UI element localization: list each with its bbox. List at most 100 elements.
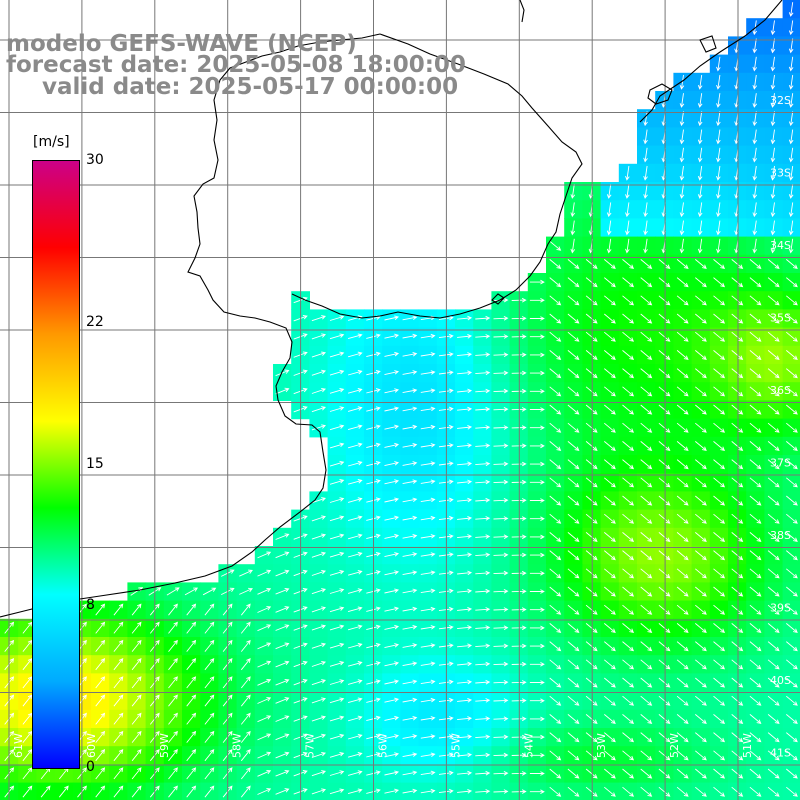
wind-arrow xyxy=(549,786,562,797)
wind-arrow xyxy=(640,750,653,761)
wind-arrow xyxy=(716,165,721,181)
wind-cell xyxy=(782,655,800,674)
lon-label: 58W xyxy=(231,733,244,758)
lat-label: 34S xyxy=(770,239,791,252)
wind-arrow xyxy=(786,623,798,634)
wind-arrow xyxy=(420,643,436,648)
wind-cell xyxy=(618,782,638,800)
wind-arrow xyxy=(493,588,509,594)
wind-arrow xyxy=(604,368,616,379)
wind-arrow xyxy=(402,624,418,630)
wind-arrow xyxy=(329,333,345,340)
wind-cell xyxy=(746,782,765,800)
wind-arrow xyxy=(604,568,616,579)
wind-arrow xyxy=(420,443,436,448)
wind-arrow xyxy=(658,386,671,397)
wind-arrow xyxy=(475,443,491,448)
wind-arrow xyxy=(640,495,653,506)
wind-arrow xyxy=(511,334,527,339)
wind-arrow xyxy=(329,388,345,394)
wind-arrow xyxy=(585,495,598,506)
wind-arrow xyxy=(311,569,326,576)
wind-arrow xyxy=(420,752,436,757)
wind-cell xyxy=(782,709,800,729)
wind-arrow xyxy=(585,732,598,743)
wind-arrow xyxy=(713,513,726,524)
wind-arrow xyxy=(567,550,580,561)
wind-arrow xyxy=(549,623,562,634)
wind-arrow xyxy=(457,679,473,685)
wind-arrow xyxy=(788,93,794,108)
wind-arrow xyxy=(457,752,473,758)
wind-arrow xyxy=(186,639,197,652)
wind-arrow xyxy=(311,533,326,540)
wind-arrow xyxy=(786,277,798,288)
wind-arrow xyxy=(676,568,689,579)
wind-arrow xyxy=(402,734,418,739)
wind-arrow xyxy=(329,460,345,467)
wind-arrow xyxy=(640,786,653,797)
wind-arrow xyxy=(131,785,142,798)
wind-arrow xyxy=(511,479,527,485)
wind-arrow xyxy=(786,441,798,452)
lon-label: 54W xyxy=(522,733,535,758)
wind-arrow xyxy=(329,351,345,358)
wind-arrow xyxy=(658,550,671,561)
wind-arrow xyxy=(240,603,251,616)
wind-arrow xyxy=(347,442,363,449)
wind-arrow xyxy=(511,589,527,594)
wind-arrow xyxy=(786,313,798,324)
wind-arrow xyxy=(767,786,780,797)
wind-arrow xyxy=(384,643,400,649)
wind-arrow xyxy=(420,497,436,503)
wind-arrow xyxy=(457,588,473,594)
wind-arrow xyxy=(493,406,509,412)
wind-arrow xyxy=(622,659,635,670)
wind-arrow xyxy=(606,238,612,254)
wind-arrow xyxy=(240,767,251,780)
wind-arrow xyxy=(457,788,473,794)
wind-arrow xyxy=(95,603,106,616)
wind-arrow xyxy=(713,714,726,725)
wind-arrow xyxy=(475,534,491,539)
wind-arrow xyxy=(475,716,491,721)
wind-arrow xyxy=(529,443,545,449)
lon-label: 55W xyxy=(449,733,462,758)
wind-arrow xyxy=(695,550,707,561)
wind-arrow xyxy=(384,461,400,467)
wind-arrow xyxy=(113,621,124,634)
wind-arrow xyxy=(567,532,580,543)
wind-arrow xyxy=(311,697,326,704)
wind-arrow xyxy=(695,641,707,652)
wind-arrow xyxy=(168,785,178,798)
wind-arrow xyxy=(329,752,345,758)
wind-arrow xyxy=(549,750,562,761)
wind-arrow xyxy=(457,552,473,557)
wind-arrow xyxy=(622,695,635,706)
wind-arrow xyxy=(511,316,527,321)
wind-arrow xyxy=(457,406,473,412)
wind-arrow xyxy=(511,498,527,503)
wind-arrow xyxy=(767,277,780,288)
wind-arrow xyxy=(788,38,794,54)
wind-arrow xyxy=(186,712,197,725)
wind-arrow xyxy=(275,715,290,722)
wind-arrow xyxy=(311,788,326,795)
wind-arrow xyxy=(240,749,251,762)
wind-arrow xyxy=(658,422,671,433)
wind-arrow xyxy=(22,676,33,689)
wind-arrow xyxy=(676,386,689,397)
wind-arrow xyxy=(567,659,580,670)
wind-arrow xyxy=(204,621,215,634)
wind-arrow xyxy=(257,587,272,595)
wind-cell xyxy=(546,782,565,800)
wind-arrow xyxy=(679,184,685,199)
wind-arrow xyxy=(767,441,780,452)
wind-arrow xyxy=(549,477,562,488)
wind-arrow xyxy=(347,406,363,412)
wind-arrow xyxy=(347,697,363,704)
wind-arrow xyxy=(329,788,345,795)
wind-cell xyxy=(782,491,800,511)
wind-arrow xyxy=(384,570,400,576)
wind-arrow xyxy=(625,220,630,236)
